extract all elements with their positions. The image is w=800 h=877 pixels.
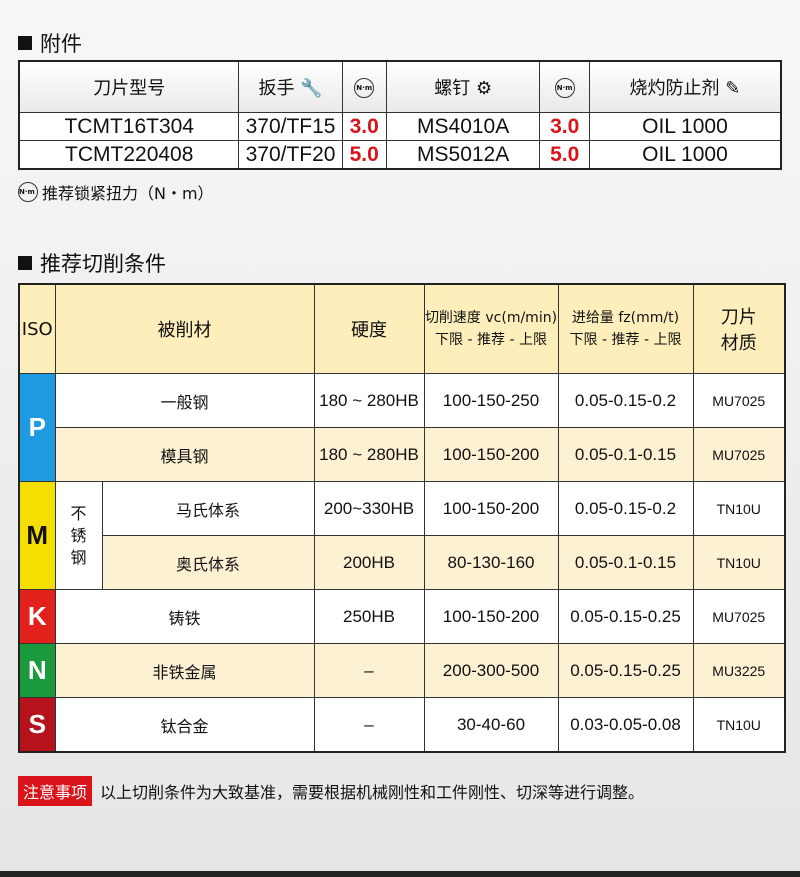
header-anti-seize: 烧灼防止剂 ✎ [588, 60, 782, 113]
notice-badge: 注意事项 [18, 776, 93, 806]
tube-icon: ✎ [725, 78, 741, 99]
table-row: S 钛合金 –30-40-60 0.03-0.05-0.08 TN10U [18, 697, 786, 753]
table-row: 奥氏体系 200HB 80-130-160 0.05-0.1-0.15 TN10U [19, 535, 786, 590]
table-row: TCMT16T304 370/TF15 3.0 MS4010A 3.0 OIL 1000 [18, 112, 782, 141]
header-screw: 螺钉 ⚙ [385, 60, 541, 113]
accessories-table: 刀片型号 扳手 🔧 N·m 螺钉 ⚙ N·m 烧灼防止剂 ✎ TCMT16T30… [18, 60, 782, 170]
torque-note: N·m 推荐锁紧扭力（N・m） [18, 182, 214, 203]
table-row: 模具钢 180 ~ 280HB 100-150-200 0.05-0.1-0.15 MU… [19, 427, 786, 482]
section-title-accessories: 附件 [18, 28, 82, 58]
table-row: P 一般钢 180 ~ 280HB 100-150-250 0.05-0.15-0.2… [18, 373, 786, 482]
torque-icon: N·m [341, 60, 387, 113]
notice: 注意事项 以上切削条件为大致基准，需要根据机械刚性和工件刚性、切深等进行调整。 [18, 776, 644, 806]
wrench-icon: 🔧 [300, 78, 323, 99]
table-row: M 不锈钢 马氏体系 200~330HB 100-150-200 0.05-0.15-… [18, 481, 786, 590]
header-wrench: 扳手 🔧 [238, 60, 343, 113]
torque-icon: N·m [18, 182, 38, 202]
section-title-cutting: 推荐切削条件 [18, 248, 166, 278]
table-row: N 非铁金属 –200-300-500 0.05-0.15-0.25 MU3225 [18, 643, 786, 698]
bottom-bar [0, 871, 800, 877]
header-insert: 刀片型号 [18, 60, 240, 113]
table-row: TCMT220408 370/TF20 5.0 MS5012A 5.0 OIL 1000 [18, 140, 782, 170]
torque-icon: N·m [539, 60, 590, 113]
screw-icon: ⚙ [475, 78, 493, 99]
cutting-conditions-table: ISO 被削材 硬度 切削速度 vc(m/min) 下限 - 推荐 - 上限 进给… [18, 283, 786, 753]
table-row: K 铸铁 250HB 100-150-200 0.05-0.15-0.25 MU7025 [18, 589, 786, 644]
